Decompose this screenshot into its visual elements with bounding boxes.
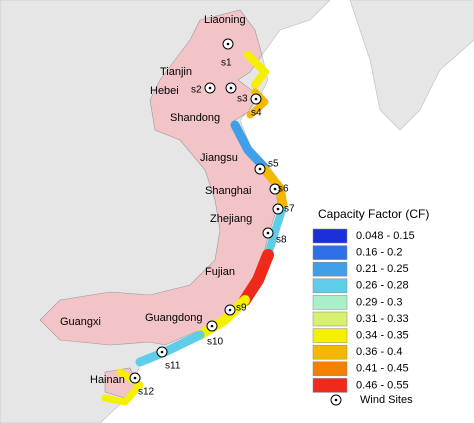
legend-swatch: [312, 344, 348, 360]
wind-site-dot: [266, 231, 270, 235]
wind-site-dot: [254, 97, 258, 101]
province-label: Tianjin: [160, 66, 192, 78]
legend-label: 0.31 - 0.33: [356, 313, 409, 325]
legend-site-dot: [334, 398, 338, 402]
land-east: [349, 0, 474, 131]
province-label: Jiangsu: [200, 152, 238, 164]
wind-site-dot: [210, 324, 214, 328]
legend-swatch: [312, 228, 348, 244]
legend-swatch: [312, 361, 348, 377]
site-label: s3: [237, 94, 248, 105]
site-label: s8: [276, 235, 287, 246]
wind-site-dot: [160, 350, 164, 354]
site-label: s2: [191, 85, 202, 96]
site-label: s12: [138, 387, 155, 398]
legend-label: 0.36 - 0.4: [356, 346, 402, 358]
site-label: s4: [251, 108, 262, 119]
legend-label: 0.26 - 0.28: [356, 280, 409, 292]
site-label: s6: [278, 184, 289, 195]
province-label: Liaoning: [204, 14, 246, 26]
legend-label: 0.16 - 0.2: [356, 247, 402, 259]
wind-site-dot: [273, 187, 277, 191]
legend-label: 0.41 - 0.45: [356, 363, 409, 375]
wind-site-dot: [229, 86, 233, 90]
wind-site-dot: [258, 167, 262, 171]
site-label: s9: [236, 303, 247, 314]
legend-swatch: [312, 261, 348, 277]
province-label: Guangdong: [145, 312, 203, 324]
legend-swatch: [312, 311, 348, 327]
province-label: Fujian: [205, 266, 235, 278]
legend-swatch: [312, 295, 348, 310]
province-label: Hebei: [150, 85, 179, 97]
legend-label: 0.048 - 0.15: [356, 230, 415, 242]
wind-site-dot: [133, 376, 137, 380]
site-label: s10: [207, 337, 224, 348]
wind-site-dot: [276, 207, 280, 211]
province-label: Guangxi: [60, 316, 101, 328]
site-label: s1: [221, 58, 232, 69]
legend-label: 0.29 - 0.3: [356, 296, 402, 308]
legend-wind-sites: Wind Sites: [360, 394, 413, 406]
site-label: s7: [284, 204, 295, 215]
legend-swatch: [312, 245, 348, 260]
legend-swatch: [312, 278, 348, 294]
province-label: Hainan: [90, 374, 125, 386]
legend-swatch: [312, 378, 348, 393]
province-label: Zhejiang: [210, 213, 252, 225]
province-label: Shandong: [170, 112, 220, 124]
wind-site-dot: [228, 308, 232, 312]
wind-site-dot: [226, 42, 230, 46]
site-label: s5: [268, 159, 279, 170]
legend-label: 0.46 - 0.55: [356, 379, 409, 391]
site-label: s11: [165, 361, 181, 372]
wind-site-dot: [208, 86, 212, 90]
legend-title: Capacity Factor (CF): [318, 207, 429, 221]
legend-label: 0.21 - 0.25: [356, 263, 409, 275]
legend-label: 0.34 - 0.35: [356, 330, 409, 342]
province-label: Shanghai: [205, 185, 252, 197]
legend-swatch: [312, 328, 348, 343]
